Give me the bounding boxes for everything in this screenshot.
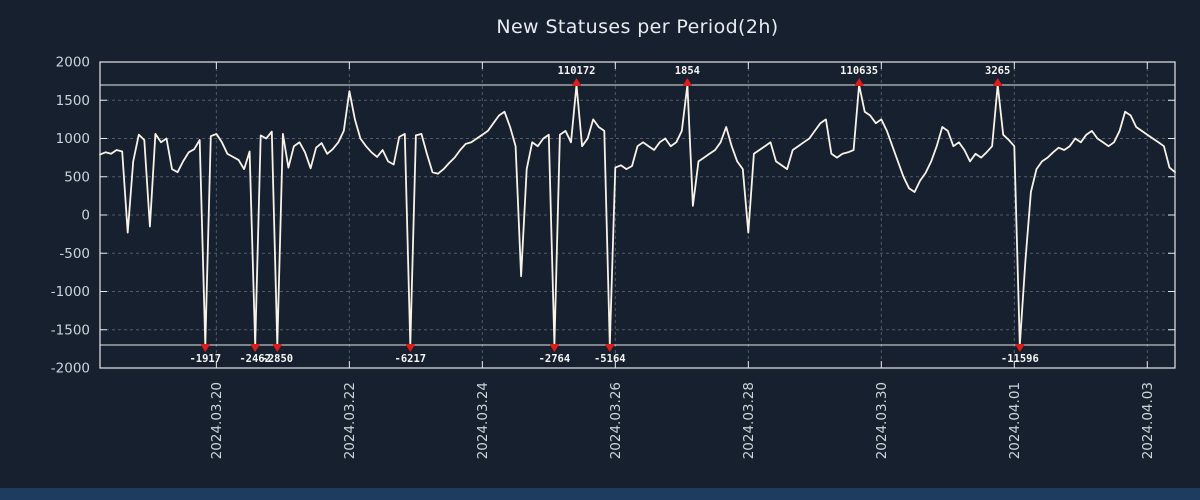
extreme-marker — [200, 344, 211, 353]
extreme-label: -2764 — [539, 353, 571, 365]
extreme-marker — [682, 77, 693, 86]
extreme-label: -6217 — [395, 353, 427, 365]
extreme-marker — [854, 77, 865, 86]
y-tick-label: -500 — [59, 246, 90, 262]
x-tick-label: 2024.03.30 — [874, 382, 890, 459]
extreme-label: 110172 — [558, 65, 596, 77]
x-tick-label: 2024.03.26 — [608, 382, 624, 459]
x-tick-label: 2024.03.20 — [209, 382, 225, 459]
chart-title: New Statuses per Period(2h) — [496, 16, 779, 38]
extreme-label: 1854 — [675, 65, 700, 77]
extreme-marker — [992, 77, 1003, 86]
y-tick-label: 1000 — [56, 131, 90, 147]
y-tick-label: 2000 — [56, 55, 90, 71]
extreme-marker — [604, 344, 615, 353]
extreme-label: -11596 — [1001, 353, 1039, 365]
extreme-marker — [549, 344, 560, 353]
bottom-bar — [0, 488, 1200, 500]
extreme-marker — [571, 77, 582, 86]
extreme-label: -2462 — [239, 353, 271, 365]
x-tick-label: 2024.03.28 — [741, 382, 757, 459]
extreme-label: -2850 — [262, 353, 294, 365]
extreme-label: -1917 — [189, 353, 221, 365]
extreme-marker — [250, 344, 261, 353]
extreme-marker — [272, 344, 283, 353]
y-tick-label: -1000 — [51, 284, 90, 300]
y-tick-label: 500 — [64, 169, 90, 185]
extreme-marker — [405, 344, 416, 353]
extreme-label: 110635 — [840, 65, 878, 77]
y-tick-label: 1500 — [56, 93, 90, 109]
x-tick-label: 2024.03.22 — [342, 382, 358, 459]
y-tick-label: -1500 — [51, 322, 90, 338]
extreme-label: -5164 — [594, 353, 626, 365]
y-tick-label: -2000 — [51, 361, 90, 377]
series-line — [99, 84, 1176, 347]
x-tick-label: 2024.03.24 — [475, 382, 491, 459]
chart-canvas: 2000 1500 1000 500 0 -500 -1000 -1500 -2000 2024.… — [51, 55, 1176, 459]
extreme-label: 3265 — [985, 65, 1010, 77]
extreme-marker — [1014, 344, 1025, 353]
x-tick-label: 2024.04.03 — [1140, 382, 1156, 459]
x-tick-label: 2024.04.01 — [1007, 382, 1023, 459]
y-tick-label: 0 — [81, 208, 90, 224]
